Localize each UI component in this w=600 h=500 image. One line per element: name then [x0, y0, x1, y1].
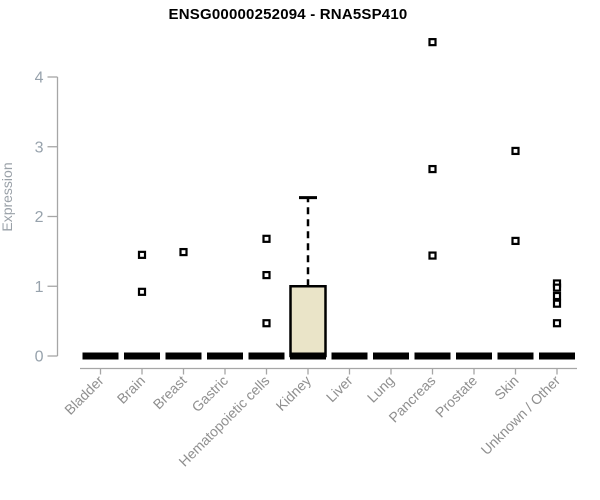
x-category-label: Brain: [114, 372, 148, 406]
outlier-point: [428, 251, 437, 260]
outlier-point: [552, 299, 562, 308]
outlier-point: [552, 283, 562, 292]
y-tick-label: 4: [35, 70, 44, 87]
outlier-point: [511, 236, 520, 246]
y-tick-label: 1: [35, 279, 44, 296]
y-tick-label: 2: [35, 209, 44, 226]
outlier-point: [428, 164, 437, 174]
x-category-label: Liver: [323, 372, 356, 405]
outlier-point: [552, 319, 562, 328]
outlier-point: [511, 146, 520, 156]
x-category-label: Bladder: [61, 372, 107, 418]
x-category-label: Unknown / Other: [478, 372, 564, 458]
outlier-point: [262, 319, 271, 328]
outlier-point: [428, 38, 437, 47]
outlier-point: [262, 270, 271, 280]
outlier-point: [262, 234, 271, 243]
y-tick-label: 3: [35, 139, 44, 156]
x-category-label: Kidney: [273, 372, 315, 414]
chart-title: ENSG00000252094 - RNA5SP410: [168, 6, 408, 23]
outlier-point: [179, 247, 188, 257]
outlier-point: [137, 250, 147, 259]
x-category-label: Skin: [491, 372, 522, 403]
x-category-label: Lung: [364, 372, 397, 405]
y-tick-label: 0: [35, 349, 44, 366]
outlier-point: [552, 291, 562, 301]
box: [289, 285, 327, 358]
x-category-label: Breast: [150, 372, 190, 412]
outlier-point: [137, 287, 147, 296]
x-category-label: Prostate: [432, 372, 480, 420]
